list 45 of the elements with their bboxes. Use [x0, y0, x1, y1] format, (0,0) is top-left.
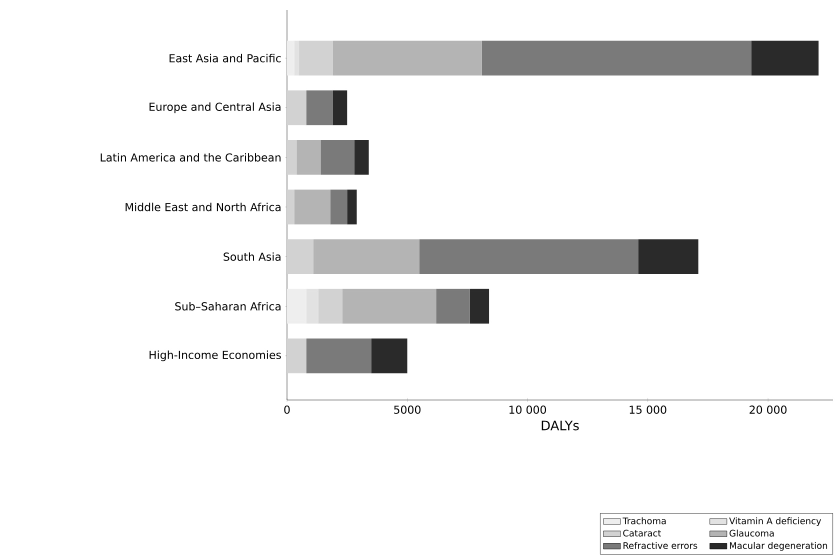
legend-label: Macular degeneration: [730, 542, 828, 551]
x-axis-title: DALYs: [542, 420, 579, 430]
bar: [436, 288, 470, 324]
bar: [320, 140, 354, 175]
bar: [371, 338, 408, 374]
x-tick-label: 10 000: [509, 406, 546, 414]
y-tick-label: Latin America and the Caribbean: [100, 153, 281, 162]
y-tick-label: East Asia and Pacific: [170, 54, 281, 62]
bar: [342, 288, 436, 324]
bar: [313, 239, 420, 274]
bar: [347, 190, 357, 224]
bar: [299, 40, 333, 76]
bar: [287, 338, 306, 374]
bar: [294, 190, 330, 224]
legend-label: Trachoma: [622, 517, 666, 524]
bar: [287, 90, 306, 126]
bar: [332, 40, 482, 76]
legend-label: Cataract: [623, 530, 661, 537]
x-tick-label: 0: [284, 406, 290, 414]
bar: [332, 90, 348, 126]
x-tick-label: 15 000: [630, 406, 666, 414]
x-tick-label: 5000: [394, 406, 421, 414]
bar: [287, 140, 297, 175]
bar: [306, 338, 372, 374]
bar: [296, 140, 321, 175]
bar: [287, 190, 294, 224]
bar: [354, 140, 369, 175]
legend-label: Refractive errors: [624, 542, 698, 549]
bar: [482, 40, 752, 76]
y-tick-label: High-Income Economies: [150, 350, 281, 362]
bar: [318, 288, 342, 324]
legend-label: Vitamin A deficiency: [729, 517, 822, 526]
bar: [287, 239, 314, 274]
bar: [470, 288, 490, 324]
legend-label: Glaucoma: [730, 530, 774, 537]
y-tick-label: Middle East and North Africa: [126, 202, 280, 212]
bar: [419, 239, 638, 274]
y-tick-label: Europe and Central Asia: [150, 102, 280, 114]
bar: [330, 190, 348, 224]
bar: [638, 239, 698, 274]
x-tick-label: 20 000: [750, 406, 787, 414]
y-tick-label: South Asia: [224, 252, 280, 261]
bar: [751, 40, 819, 76]
bar: [306, 90, 333, 126]
y-tick-label: Sub–Saharan Africa: [175, 302, 280, 310]
